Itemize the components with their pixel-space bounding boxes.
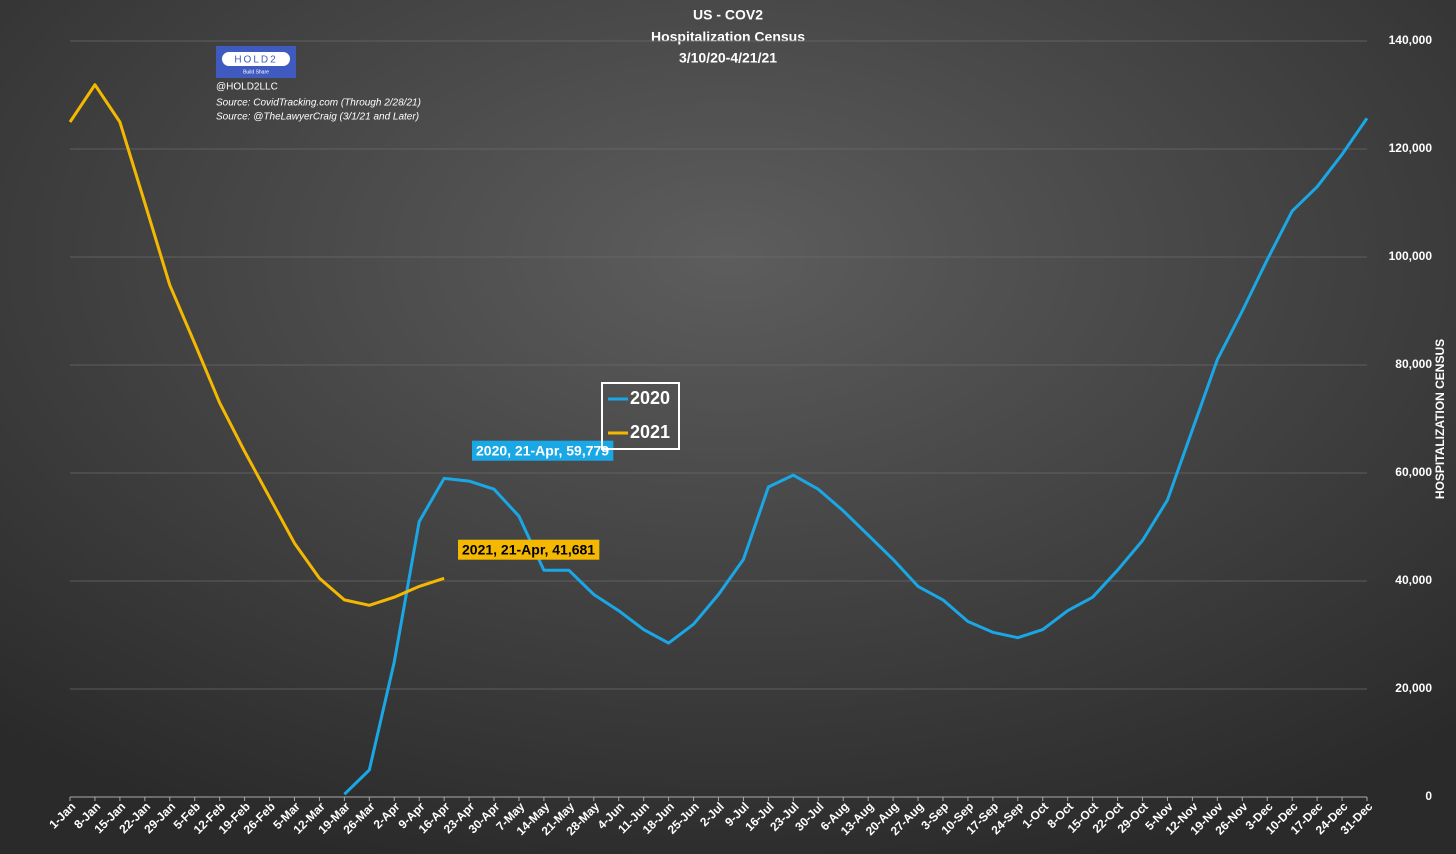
legend-label: 2021 <box>630 422 670 442</box>
line-series <box>68 83 445 607</box>
annotation: 2021, 21-Apr, 41,681 <box>458 539 600 560</box>
y-axis-title: HOSPITALIZATION CENSUS <box>1433 339 1447 499</box>
y-tick-label: 80,000 <box>1395 357 1432 371</box>
legend <box>601 382 680 450</box>
logo-pill <box>222 52 290 66</box>
credit: @HOLD2LLC <box>216 82 278 93</box>
chart-title: 3/10/20-4/21/21 <box>679 50 777 66</box>
annotation-text: 2021, 21-Apr, 41,681 <box>462 542 595 558</box>
legend-label: 2020 <box>630 388 670 408</box>
y-tick-label: 140,000 <box>1389 33 1433 47</box>
y-tick-label: 60,000 <box>1395 465 1432 479</box>
chart-title: Hospitalization Census <box>651 29 805 45</box>
y-tick-label: 40,000 <box>1395 573 1432 587</box>
annotation-box <box>458 539 600 560</box>
credit: Source: @TheLawyerCraig (3/1/21 and Late… <box>216 112 419 123</box>
y-tick-label: 100,000 <box>1389 249 1433 263</box>
chart-title: US - COV2 <box>693 7 763 23</box>
annotation-text: 2020, 21-Apr, 59,779 <box>476 443 609 459</box>
y-tick-label: 20,000 <box>1395 681 1432 695</box>
y-tick-label: 120,000 <box>1389 141 1433 155</box>
annotation: 2020, 21-Apr, 59,779 <box>472 440 614 461</box>
annotation-box <box>472 440 614 461</box>
line-series <box>343 117 1369 796</box>
y-tick-label: 0 <box>1425 789 1432 803</box>
logo-text: HOLD2 <box>234 55 277 66</box>
logo-tagline: Build Share <box>243 69 269 75</box>
credit: Source: CovidTracking.com (Through 2/28/… <box>216 98 421 109</box>
